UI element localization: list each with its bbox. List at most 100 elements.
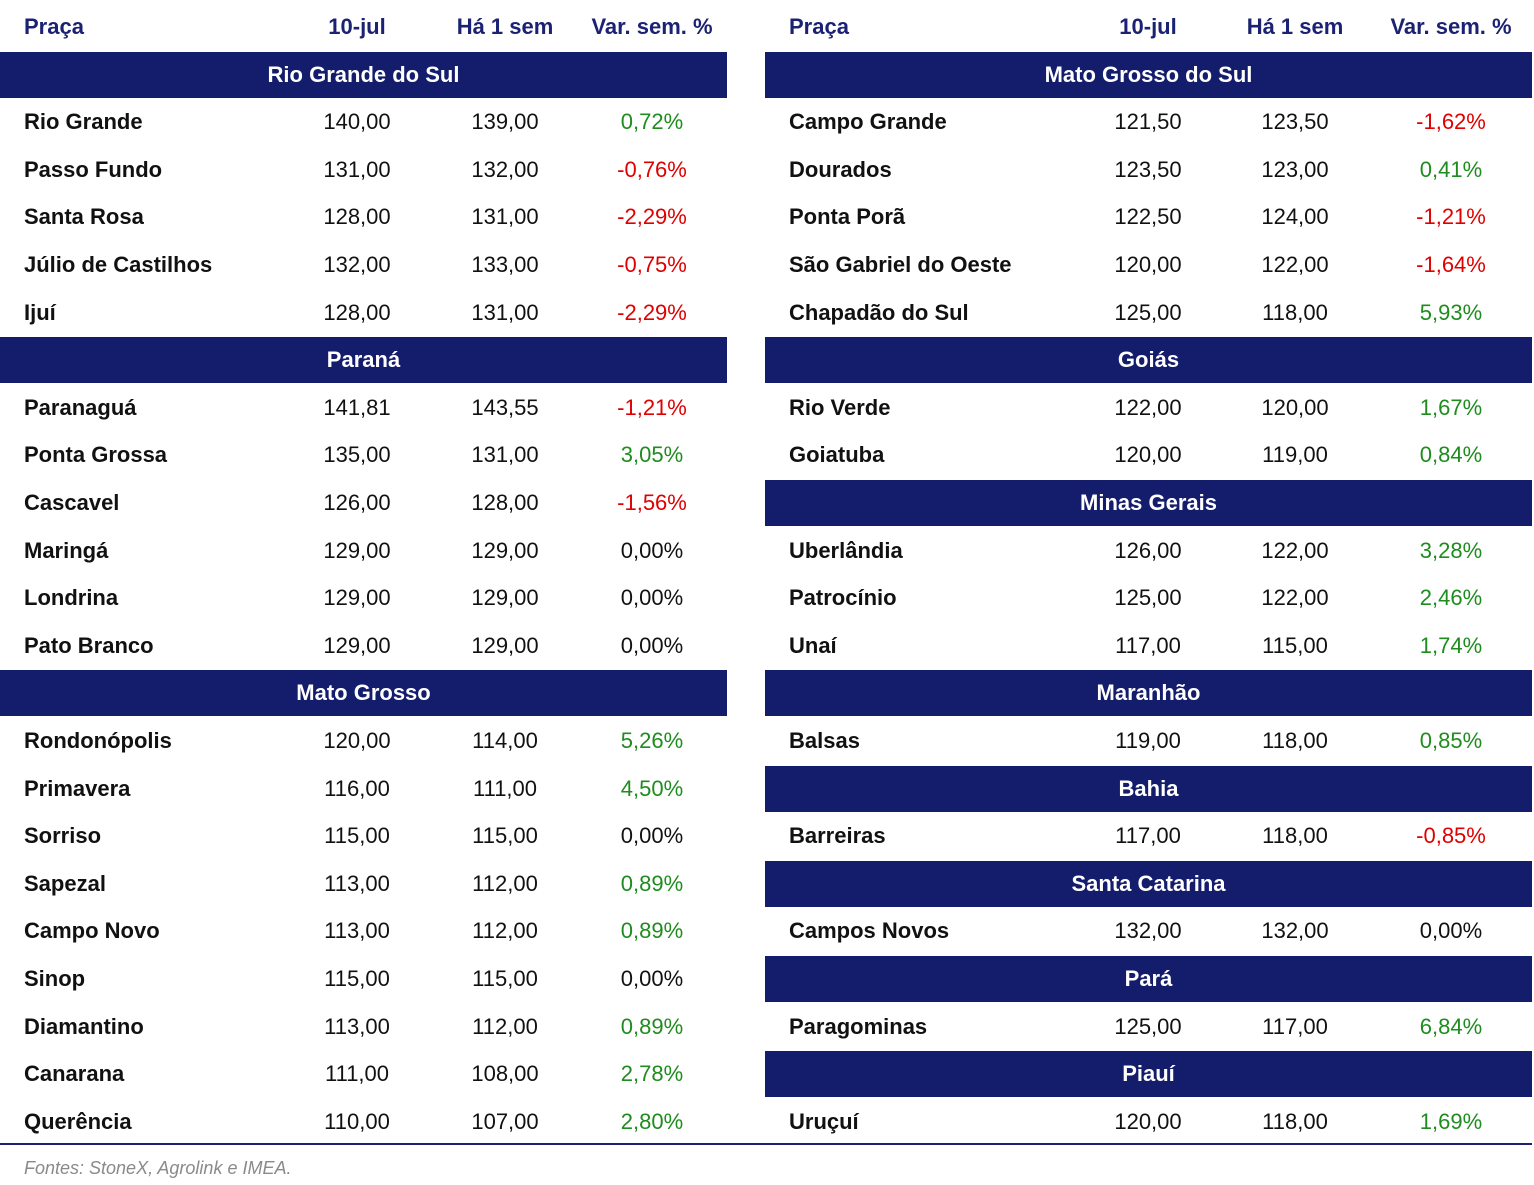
price: 122,00 (1261, 537, 1329, 563)
price: 123,50 (1114, 156, 1182, 182)
price: 129,00 (323, 585, 391, 611)
variation: 0,84% (1419, 442, 1483, 468)
variation: 1,74% (1419, 632, 1483, 658)
variation: 4,50% (620, 775, 684, 801)
price: 115,00 (472, 966, 538, 991)
price: 119,00 (1115, 728, 1181, 753)
variation: 0,41% (1419, 156, 1483, 182)
price: 118,00 (1262, 299, 1328, 325)
price: 117,00 (1115, 632, 1181, 658)
price: 132,00 (471, 156, 539, 182)
row-label: Cascavel (24, 490, 120, 515)
row-label: Dourados (789, 156, 892, 182)
section-bar: Santa Catarina (765, 860, 1532, 907)
price: 143,55 (471, 394, 539, 420)
row-label: Passo Fundo (24, 156, 163, 182)
section-title: Goiás (1117, 347, 1180, 373)
row-label: Santa Rosa (24, 204, 144, 230)
section-title: Mato Grosso (296, 680, 431, 706)
price: 135,00 (323, 442, 391, 468)
price: 128,00 (323, 204, 391, 230)
section-title: Rio Grande do Sul (267, 61, 460, 87)
column-header: 10-jul (1119, 14, 1177, 39)
section-bar: Bahia (765, 765, 1532, 812)
variation: 3,28% (1419, 537, 1483, 563)
price: 121,50 (1114, 109, 1182, 135)
row-label: Campo Grande (789, 109, 947, 135)
variation: 0,89% (620, 870, 684, 896)
row-label: Rio Verde (789, 394, 891, 420)
price: 120,00 (1261, 394, 1329, 420)
price: 129,00 (323, 632, 391, 658)
variation: 0,89% (620, 918, 684, 944)
section-bar: Pará (765, 956, 1532, 1002)
price: 116,00 (324, 775, 390, 801)
column-header: Var. sem. % (1390, 14, 1512, 39)
price: 122,00 (1261, 252, 1329, 277)
section-bar: Minas Gerais (765, 480, 1532, 526)
price: 119,00 (1262, 442, 1328, 468)
price: 125,00 (1114, 1013, 1182, 1039)
price: 107,00 (471, 1108, 539, 1134)
variation: -1,64% (1416, 252, 1486, 277)
variation: 0,00% (620, 823, 684, 849)
price: 113,00 (324, 1013, 390, 1039)
variation: -2,29% (617, 204, 687, 230)
price: 123,00 (1261, 156, 1329, 182)
price: 112,00 (472, 1013, 538, 1039)
variation: 0,00% (620, 966, 684, 991)
price: 131,00 (471, 299, 539, 325)
section-bar: Piauí (765, 1051, 1532, 1098)
price: 131,00 (323, 156, 391, 182)
price: 125,00 (1114, 585, 1182, 611)
price: 128,00 (323, 299, 391, 325)
row-label: Pato Branco (24, 632, 154, 658)
price: 118,00 (1262, 823, 1328, 849)
variation: 3,05% (620, 442, 684, 468)
variation: 0,00% (1419, 918, 1483, 944)
row-label: Balsas (789, 728, 860, 753)
section-title: Paraná (326, 347, 401, 373)
row-label: Londrina (24, 585, 119, 611)
row-label: Primavera (24, 775, 131, 801)
bottom-rule (0, 1143, 1532, 1145)
row-label: Paragominas (789, 1013, 928, 1039)
row-label: Ponta Porã (789, 204, 906, 230)
price: 133,00 (471, 252, 539, 277)
price: 110,00 (324, 1108, 390, 1134)
price: 112,00 (472, 918, 538, 944)
price: 128,00 (471, 490, 539, 515)
row-label: Goiatuba (789, 442, 885, 468)
row-label: Rio Grande (24, 109, 143, 135)
price: 129,00 (471, 585, 539, 611)
price: 131,00 (471, 442, 539, 468)
price: 140,00 (323, 109, 391, 135)
price: 120,00 (323, 728, 391, 753)
price: 113,00 (324, 918, 390, 944)
column-header: Há 1 sem (1246, 14, 1344, 39)
price: 141,81 (323, 394, 391, 420)
variation: -1,21% (1416, 204, 1486, 230)
row-label: Sinop (24, 966, 86, 991)
variation: 0,00% (620, 632, 684, 658)
row-label: Barreiras (789, 823, 886, 849)
row-label: Uruçuí (789, 1108, 859, 1134)
row-label: Campo Novo (24, 918, 160, 944)
section-title: Bahia (1118, 775, 1179, 801)
row-label: Querência (24, 1108, 132, 1134)
price: 117,00 (1115, 823, 1181, 849)
section-title: Maranhão (1096, 680, 1201, 706)
variation: -1,62% (1416, 109, 1486, 135)
variation: 0,85% (1419, 728, 1483, 753)
price: 118,00 (1262, 1108, 1328, 1134)
section-bar: Maranhão (765, 670, 1532, 717)
price: 129,00 (471, 632, 539, 658)
price: 117,00 (1262, 1013, 1328, 1039)
price: 132,00 (323, 252, 391, 277)
column-header: Praça (24, 14, 84, 39)
price: 115,00 (324, 823, 390, 849)
row-label: Maringá (24, 537, 109, 563)
price: 126,00 (323, 490, 391, 515)
price: 111,00 (472, 775, 538, 801)
